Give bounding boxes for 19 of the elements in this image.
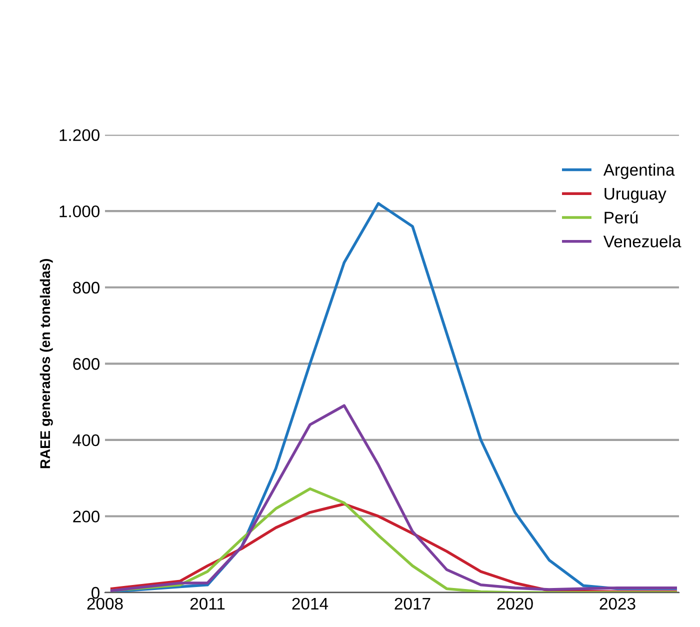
x-tick-label: 2017 — [394, 598, 430, 610]
x-tick-label: 2008 — [87, 598, 123, 610]
legend-label: Venezuela — [603, 235, 682, 248]
y-tick-label: 0 — [92, 586, 100, 599]
line-series — [110, 404, 677, 592]
y-tick-label: 200 — [73, 510, 100, 522]
y-tick-label: 1.200 — [60, 129, 100, 142]
y-tick-label: 600 — [73, 358, 100, 370]
legend-label: Perú — [604, 211, 638, 224]
legend-label: Uruguay — [604, 188, 666, 203]
x-tick-label: 2011 — [190, 598, 225, 610]
y-tick-label: 400 — [72, 434, 100, 446]
x-tick-label: 2014 — [292, 598, 328, 610]
y-axis-title: RAEE generados (en toneladas) — [40, 258, 53, 468]
y-tick-label: 1.000 — [60, 205, 100, 218]
x-tick-label: 2023 — [600, 598, 636, 610]
legend-label: Argentina — [603, 164, 675, 180]
x-tick-label: 2020 — [497, 598, 533, 610]
y-tick-label: 800 — [73, 282, 100, 294]
